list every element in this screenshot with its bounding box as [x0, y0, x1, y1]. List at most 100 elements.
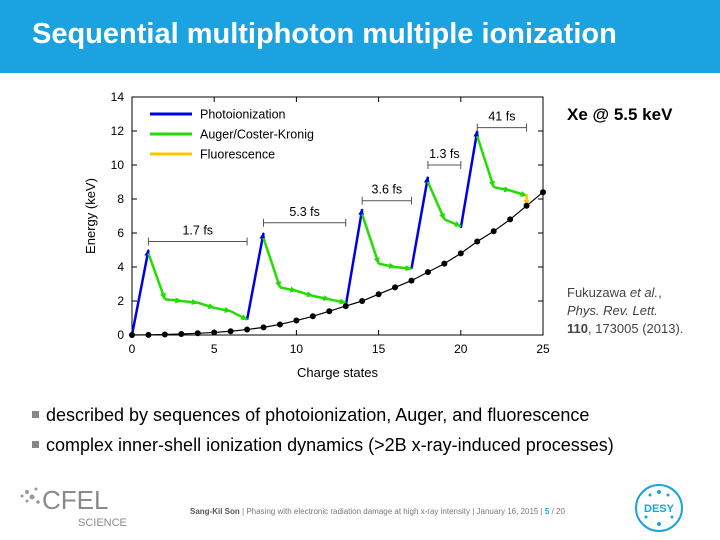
- energy-point: [441, 260, 448, 267]
- auger-arrow: [426, 181, 446, 221]
- footer-talk: Phasing with electronic radiation damage…: [246, 507, 470, 516]
- auger-arrow: [262, 237, 282, 289]
- x-tick-label: 20: [454, 342, 468, 356]
- time-span-label: 5.3 fs: [289, 205, 320, 219]
- bullet-text: described by sequences of photoionizatio…: [46, 405, 590, 425]
- auger-arrow: [147, 252, 167, 301]
- energy-point: [260, 324, 267, 331]
- y-tick-label: 10: [111, 158, 125, 172]
- desy-dots-icon: [644, 490, 674, 526]
- auger-arrow: [476, 135, 495, 189]
- y-tick-label: 2: [117, 294, 124, 308]
- auger-arrow: [394, 265, 413, 272]
- y-tick-label: 0: [117, 328, 124, 342]
- auger-arrow: [164, 297, 183, 304]
- auger-arrow: [296, 289, 314, 298]
- time-span-label: 3.6 fs: [372, 183, 403, 197]
- x-tick-label: 0: [129, 342, 136, 356]
- photoionization-arrow: [410, 175, 430, 269]
- energy-curve-line: [131, 191, 544, 336]
- energy-point: [392, 284, 399, 291]
- photoionization-arrow: [130, 249, 151, 336]
- legend-label: Fluorescence: [200, 148, 275, 162]
- footer-page: 5: [544, 507, 550, 516]
- citation-authors: Fukuzawa: [567, 285, 627, 300]
- plot-frame: [131, 96, 544, 336]
- footer-date: January 16, 2015: [476, 507, 539, 516]
- bullet-square-icon: [32, 411, 39, 418]
- energy-point: [457, 250, 464, 257]
- auger-arrow: [181, 299, 199, 306]
- sample-label: Xe @ 5.5 keV: [567, 105, 673, 124]
- citation-volume: 110: [567, 321, 588, 336]
- slide-title: Sequential multiphoton multiple ionizati…: [32, 18, 617, 50]
- ionization-chart: 0 5 10 15 20 25 0 2 4 6 8 10 12 14 Charge states Energy…: [83, 90, 550, 380]
- bullet-item: complex inner-shell ionization dynamics …: [32, 430, 614, 460]
- energy-point: [490, 228, 497, 235]
- bullet-item: described by sequences of photoionizatio…: [32, 400, 614, 430]
- photoionization-arrow: [245, 232, 266, 320]
- energy-point: [129, 332, 135, 338]
- auger-arrow: [329, 298, 347, 305]
- y-tick-label: 12: [111, 124, 125, 138]
- y-tick-label: 8: [117, 192, 124, 206]
- energy-point: [276, 321, 283, 328]
- auger-arrow: [279, 286, 298, 293]
- y-axis-label: Energy (keV): [83, 178, 98, 254]
- auger-arrow: [378, 262, 397, 269]
- citation-journal: Phys. Rev. Lett.: [567, 303, 658, 318]
- bullet-square-icon: [32, 441, 39, 448]
- x-axis-label: Charge states: [297, 365, 378, 380]
- energy-point: [523, 202, 530, 209]
- auger-arrow: [509, 189, 528, 197]
- auger-arrow: [230, 310, 248, 321]
- bullet-list: described by sequences of photoionizatio…: [32, 400, 614, 460]
- bullet-text: complex inner-shell ionization dynamics …: [46, 435, 614, 455]
- title-bar: Sequential multiphoton multiple ionizati…: [0, 0, 720, 73]
- energy-point: [424, 269, 431, 276]
- energy-curve: [129, 189, 546, 338]
- axes: 0 5 10 15 20 25 0 2 4 6 8 10 12 14 Charge states Energy…: [83, 90, 550, 380]
- auger-arrow: [312, 294, 331, 302]
- auger-arrow: [197, 301, 216, 309]
- series-group: [130, 130, 530, 336]
- x-tick-label: 5: [211, 342, 218, 356]
- citation-etal: et al.: [629, 285, 659, 300]
- cfel-logo: CFEL SCIENCE: [20, 485, 127, 529]
- energy-point: [507, 216, 514, 223]
- energy-point: [244, 326, 251, 333]
- photoionization-arrow: [344, 208, 365, 307]
- legend-label: Auger/Coster-Kronig: [200, 128, 314, 142]
- y-tick-label: 14: [111, 90, 125, 104]
- desy-logo: DESY: [635, 484, 683, 532]
- y-tick-label: 6: [117, 226, 124, 240]
- energy-point: [145, 331, 152, 338]
- energy-point: [194, 330, 201, 337]
- footer-author: Sang-Kil Son: [190, 507, 240, 516]
- auger-arrow: [213, 306, 232, 313]
- auger-arrow: [443, 218, 462, 228]
- citation-ref: , 173005 (2013).: [587, 321, 684, 336]
- energy-point: [540, 189, 546, 196]
- citation: Fukuzawa et al., Phys. Rev. Lett. 110, 1…: [567, 285, 684, 336]
- energy-point: [474, 238, 481, 245]
- energy-point: [359, 298, 366, 304]
- x-tick-label: 25: [536, 342, 550, 356]
- x-tick-label: 10: [290, 342, 304, 356]
- energy-point: [326, 308, 333, 315]
- y-tick-label: 4: [117, 260, 124, 274]
- energy-point: [211, 329, 218, 336]
- annotations: 1.7 fs 5.3 fs 3.6 fs 1.3 fs 41 fs: [147, 110, 528, 246]
- energy-point: [227, 328, 234, 335]
- auger-arrow: [360, 213, 380, 265]
- footer: Sang-Kil Son | Phasing with electronic r…: [190, 507, 565, 516]
- legend: Photoionization Auger/Coster-Kronig Fluore…: [150, 108, 314, 162]
- energy-point: [161, 331, 168, 338]
- cfel-sub: SCIENCE: [78, 517, 127, 529]
- photoionization-arrow: [459, 130, 480, 229]
- time-span-label: 1.3 fs: [429, 147, 460, 161]
- cfel-name: CFEL: [42, 485, 108, 515]
- energy-point: [309, 313, 316, 320]
- time-span-label: 41 fs: [488, 110, 515, 124]
- x-tick-label: 15: [372, 342, 386, 356]
